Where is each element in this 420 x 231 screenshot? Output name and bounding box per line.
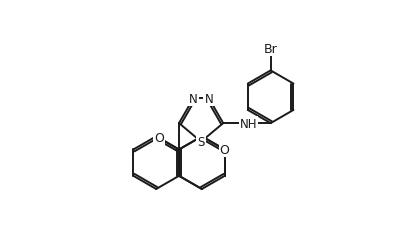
Text: O: O	[220, 143, 230, 156]
Text: NH: NH	[239, 117, 257, 130]
Text: N: N	[189, 92, 198, 105]
Text: O: O	[154, 132, 164, 145]
Text: S: S	[197, 136, 205, 149]
Text: Br: Br	[264, 43, 278, 56]
Text: N: N	[205, 92, 213, 105]
